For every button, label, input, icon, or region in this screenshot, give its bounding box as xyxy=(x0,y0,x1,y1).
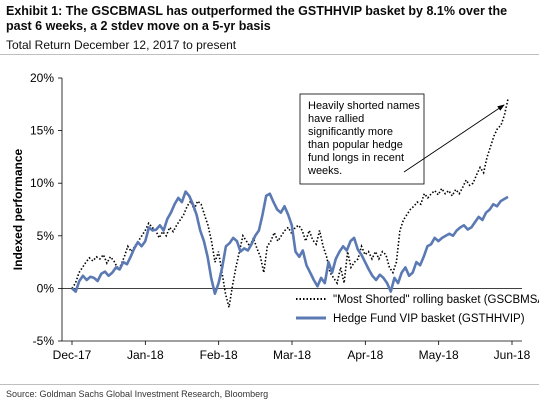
series-lines xyxy=(71,98,509,308)
header-rule xyxy=(0,54,539,55)
y-tick-label: 20% xyxy=(30,71,54,85)
x-tick-label: Apr-18 xyxy=(347,348,383,362)
chart-title: Exhibit 1: The GSCBMASL has outperformed… xyxy=(6,4,508,33)
annotation-frame xyxy=(299,93,425,185)
source-note: Source: Goldman Sachs Global Investment … xyxy=(6,389,269,399)
x-tick-label: Dec-17 xyxy=(53,348,92,362)
chart-subtitle: Total Return December 12, 2017 to presen… xyxy=(6,38,237,52)
line-chart: -5% 0% 5% 10% 15% 20% Dec-17 Jan-18 Feb-18 Mar-1… xyxy=(11,71,539,362)
x-tick-label: Jun-18 xyxy=(494,348,531,362)
most-shorted-series-line xyxy=(71,98,509,308)
legend-label-hedge-fund: Hedge Fund VIP basket (GSTHHVIP) xyxy=(333,313,525,325)
x-tick-label: May-18 xyxy=(419,348,459,362)
axes xyxy=(58,77,522,345)
legend-label-most-shorted: "Most Shorted" rolling basket (GSCBMSAL) xyxy=(333,294,539,306)
footer-rule xyxy=(0,384,539,385)
y-tick-labels: -5% 0% 5% 10% 15% 20% xyxy=(30,71,54,348)
x-tick-label: Mar-18 xyxy=(273,348,311,362)
annotation-box: Heavily shorted names have rallied signifi… xyxy=(299,93,505,185)
y-tick-label: 5% xyxy=(37,229,55,243)
y-tick-label: 15% xyxy=(30,124,54,138)
y-tick-label: 10% xyxy=(30,176,54,190)
y-axis-label: Indexed performance xyxy=(11,148,25,270)
annotation-arrow xyxy=(403,104,505,173)
hedge-fund-series-line xyxy=(71,190,509,295)
x-tick-label: Feb-18 xyxy=(200,348,238,362)
x-tick-labels: Dec-17 Jan-18 Feb-18 Mar-18 Apr-18 May-18 Jun-… xyxy=(53,348,531,362)
legend: "Most Shorted" rolling basket (GSCBMSAL)… xyxy=(296,294,539,325)
y-tick-label: 0% xyxy=(37,281,55,295)
y-tick-label: -5% xyxy=(33,334,55,348)
x-tick-label: Jan-18 xyxy=(127,348,164,362)
annotation-text: Heavily shorted names have rallied signifi… xyxy=(307,100,420,177)
